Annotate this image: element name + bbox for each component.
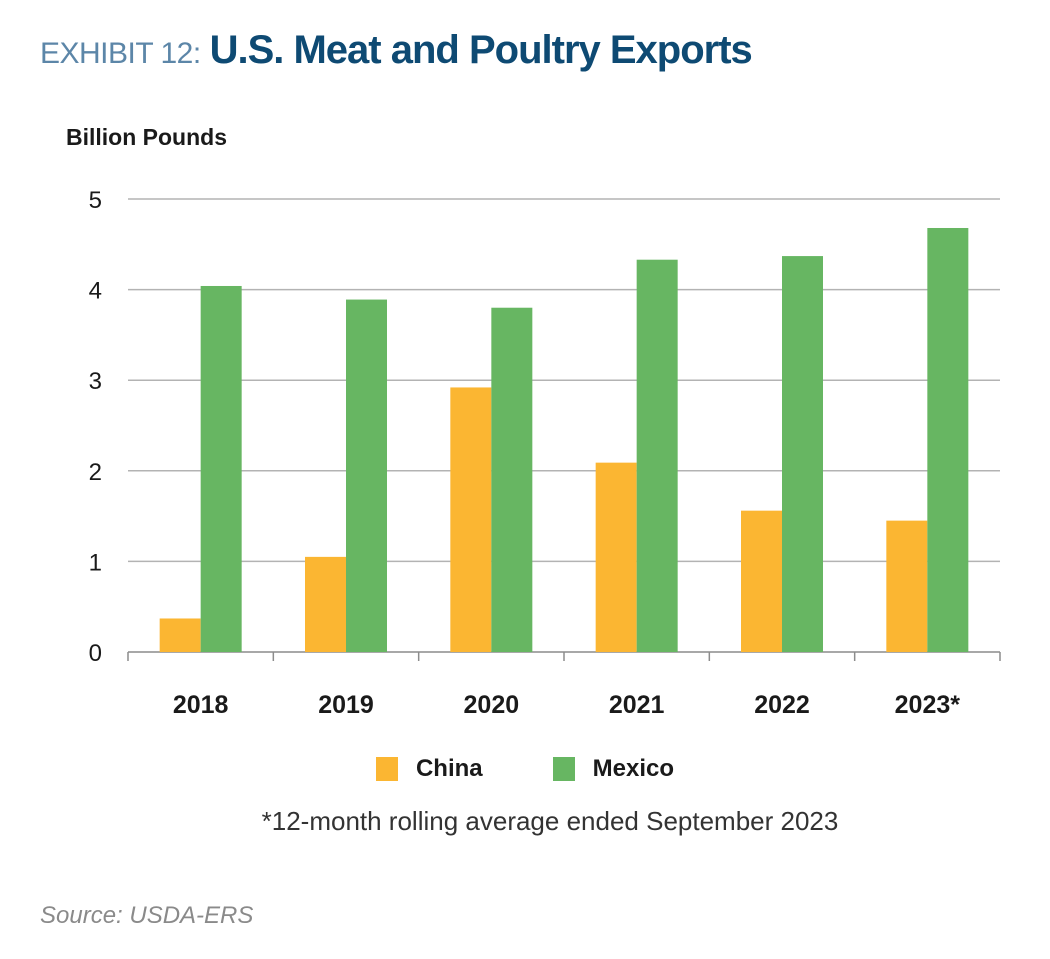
bar-china-2019 — [305, 556, 346, 652]
chart-title: EXHIBIT 12: U.S. Meat and Poultry Export… — [40, 28, 753, 73]
legend-label-china: China — [415, 755, 483, 782]
bar-mexico-2021 — [636, 259, 678, 652]
bar-mexico-2020 — [491, 307, 533, 652]
y-tick-label: 3 — [89, 368, 102, 395]
legend-label-mexico: Mexico — [592, 755, 675, 782]
y-axis-label: Billion Pounds — [66, 124, 227, 150]
source-note: Source: USDA-ERS — [40, 902, 254, 929]
bar-mexico-2022 — [782, 256, 823, 652]
legend: China Mexico — [0, 755, 1050, 783]
legend-item-china: China — [375, 755, 483, 783]
legend-swatch-china — [375, 757, 398, 781]
x-tick-label: 2022 — [754, 691, 810, 719]
y-tick-label: 0 — [89, 640, 102, 667]
x-tick-label: 2019 — [318, 691, 374, 719]
legend-swatch-mexico — [552, 757, 575, 781]
y-tick-label: 2 — [89, 459, 102, 486]
bar-china-2022 — [741, 510, 782, 652]
bar-chart: 0 1 2 3 4 5 2018 2019 2020 2021 2022 2023* — [89, 187, 1001, 719]
exhibit-label: EXHIBIT 12: — [40, 37, 201, 70]
y-tick-label: 1 — [89, 549, 102, 576]
x-tick-label: 2023* — [895, 691, 961, 719]
x-tick-label: 2018 — [173, 691, 229, 719]
y-tick-label: 4 — [89, 278, 102, 305]
bar-china-2021 — [595, 462, 637, 652]
y-tick-label: 5 — [89, 187, 102, 214]
bar-mexico-2019 — [346, 299, 387, 652]
bar-mexico-2018 — [200, 285, 242, 652]
legend-item-mexico: Mexico — [552, 755, 675, 783]
x-tick-label: 2021 — [609, 691, 665, 719]
bar-china-2018 — [159, 618, 201, 652]
bar-mexico-2023 — [927, 227, 969, 652]
bar-china-2023 — [886, 520, 928, 652]
bar-china-2020 — [450, 387, 492, 652]
x-tick-label: 2020 — [464, 691, 520, 719]
title-text: U.S. Meat and Poultry Exports — [209, 28, 753, 72]
footnote: *12-month rolling average ended Septembe… — [261, 806, 839, 836]
